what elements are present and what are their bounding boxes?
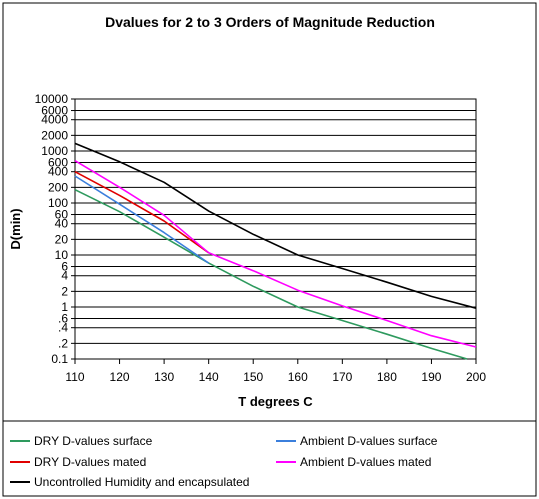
y-tick-label: 40	[55, 217, 69, 231]
legend: DRY D-values surface Ambient D-values sur…	[10, 434, 438, 489]
y-axis-label: D(min)	[8, 208, 23, 249]
y-tick-label: 1000	[41, 144, 68, 158]
y-tick-label: .2	[58, 336, 68, 350]
series-line-dry-d-values-mated	[74, 170, 210, 254]
x-tick-label: 190	[421, 370, 441, 384]
y-tick-label: 600	[48, 156, 68, 170]
x-tick-label: 150	[243, 370, 263, 384]
x-axis-label: T degrees C	[238, 394, 313, 409]
y-tick-label: 10000	[35, 92, 69, 106]
y-tick-label: 200	[48, 180, 68, 194]
x-axis-ticks: 110 120 130 140 150 160 170 180 190 200	[65, 359, 486, 384]
x-tick-label: 200	[466, 370, 486, 384]
x-tick-label: 170	[332, 370, 352, 384]
series-line-ambient-d-values-mated	[74, 160, 477, 348]
y-tick-label: 2000	[41, 128, 68, 142]
series-line-uncontrolled-humidity-and-encapsulated	[74, 142, 477, 309]
y-tick-label: 2	[61, 284, 68, 298]
y-tick-label: 100	[48, 196, 68, 210]
y-tick-label: 60	[55, 208, 69, 222]
y-tick-label: .4	[58, 321, 68, 335]
chart-title: Dvalues for 2 to 3 Orders of Magnitude R…	[105, 14, 435, 30]
x-tick-label: 160	[288, 370, 308, 384]
y-tick-label: 20	[55, 232, 69, 246]
x-tick-label: 140	[199, 370, 219, 384]
y-tick-label: 4000	[41, 113, 68, 127]
x-tick-label: 110	[65, 370, 84, 384]
x-tick-label: 180	[377, 370, 397, 384]
x-tick-label: 120	[110, 370, 130, 384]
y-tick-label: 400	[48, 165, 68, 179]
y-tick-label: 6	[61, 260, 68, 274]
y-tick-label: 10	[55, 248, 69, 262]
series-lines	[74, 142, 477, 360]
legend-label: DRY D-values surface	[34, 434, 153, 448]
x-tick-label: 130	[154, 370, 174, 384]
legend-label: Ambient D-values surface	[300, 434, 438, 448]
legend-label: Uncontrolled Humidity and encapsulated	[34, 475, 249, 489]
y-tick-label: 1	[61, 300, 68, 314]
legend-label: Ambient D-values mated	[300, 455, 431, 469]
y-tick-label: .6	[58, 312, 68, 326]
y-tick-label: 0.1	[51, 352, 68, 366]
legend-label: DRY D-values mated	[34, 455, 146, 469]
y-tick-label: 6000	[41, 104, 68, 118]
series-line-ambient-d-values-surface	[74, 175, 210, 264]
plot-area	[74, 98, 477, 360]
series-line-dry-d-values-surface	[74, 188, 468, 360]
y-tick-label: 4	[61, 269, 68, 283]
